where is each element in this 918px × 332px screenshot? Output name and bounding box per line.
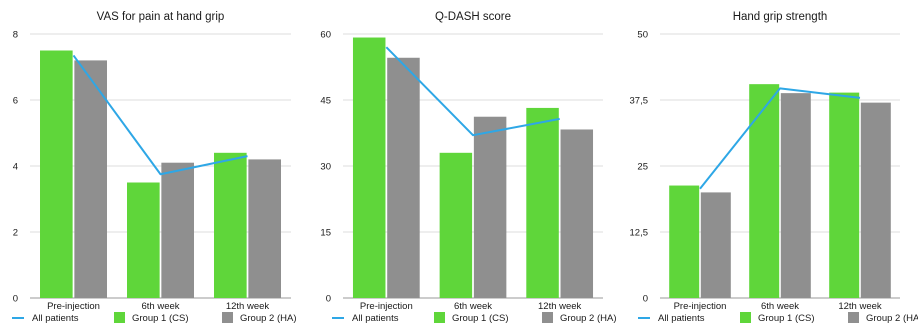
legend-swatch (222, 312, 233, 323)
bar-group2 (161, 162, 194, 298)
legend-label: All patients (32, 313, 79, 324)
legend-label: All patients (658, 313, 705, 324)
bar-group2 (473, 116, 507, 298)
y-tick-label: 0 (326, 294, 331, 305)
y-tick-label: 2 (13, 228, 18, 239)
y-tick-label: 4 (13, 162, 18, 173)
x-tick-label: 6th week (141, 301, 179, 312)
legend-label: Group 2 (HA) (866, 313, 918, 324)
bar-group1 (40, 50, 73, 298)
y-tick-label: 15 (320, 228, 331, 239)
bar-group1 (749, 84, 780, 298)
x-tick-label: 6th week (454, 301, 492, 312)
x-tick-label: Pre-injection (674, 301, 727, 312)
line-all-patients (72, 54, 248, 176)
line-all-patients (699, 87, 861, 190)
y-tick-label: 60 (320, 30, 331, 41)
x-tick-label: 12th week (538, 301, 582, 312)
bar-group1 (439, 152, 473, 298)
bar-group1 (352, 37, 386, 299)
y-tick-label: 37,5 (630, 96, 649, 107)
legend-label: All patients (352, 313, 399, 324)
y-tick-label: 25 (637, 162, 648, 173)
legend-swatch (740, 312, 751, 323)
chart-title: Q-DASH score (435, 11, 511, 23)
bar-group2 (860, 102, 891, 298)
legend-swatch (848, 312, 859, 323)
x-tick-label: Pre-injection (360, 301, 413, 312)
legend-label: Group 1 (CS) (758, 313, 815, 324)
legend-swatch (114, 312, 125, 323)
bar-group2 (248, 159, 281, 298)
x-tick-label: 12th week (226, 301, 270, 312)
y-tick-label: 30 (320, 162, 331, 173)
bar-group1 (214, 152, 247, 298)
bar-group2 (780, 93, 811, 298)
bar-group1 (669, 185, 700, 298)
y-tick-label: 0 (13, 294, 18, 305)
bar-group2 (74, 60, 107, 299)
y-tick-label: 0 (643, 294, 648, 305)
legend-label: Group 1 (CS) (452, 313, 509, 324)
legend-label: Group 1 (CS) (132, 313, 189, 324)
x-tick-label: 6th week (761, 301, 799, 312)
bar-group2 (700, 192, 731, 298)
chart-title: Hand grip strength (733, 11, 828, 23)
legend-label: Group 2 (HA) (560, 313, 617, 324)
bar-group2 (387, 57, 420, 299)
bar-group1 (127, 182, 160, 298)
y-tick-label: 50 (637, 30, 648, 41)
legend-swatch (434, 312, 445, 323)
bar-group2 (560, 129, 594, 298)
y-tick-label: 12,5 (630, 228, 649, 239)
bar-group1 (829, 92, 860, 298)
legend-swatch (542, 312, 553, 323)
y-tick-label: 45 (320, 96, 331, 107)
bar-group1 (526, 107, 559, 298)
y-tick-label: 8 (13, 30, 18, 41)
y-tick-label: 6 (13, 96, 18, 107)
chart-title: VAS for pain at hand grip (97, 11, 225, 23)
legend-label: Group 2 (HA) (240, 313, 297, 324)
x-tick-label: 12th week (838, 301, 882, 312)
line-all-patients (385, 46, 560, 137)
x-tick-label: Pre-injection (47, 301, 100, 312)
